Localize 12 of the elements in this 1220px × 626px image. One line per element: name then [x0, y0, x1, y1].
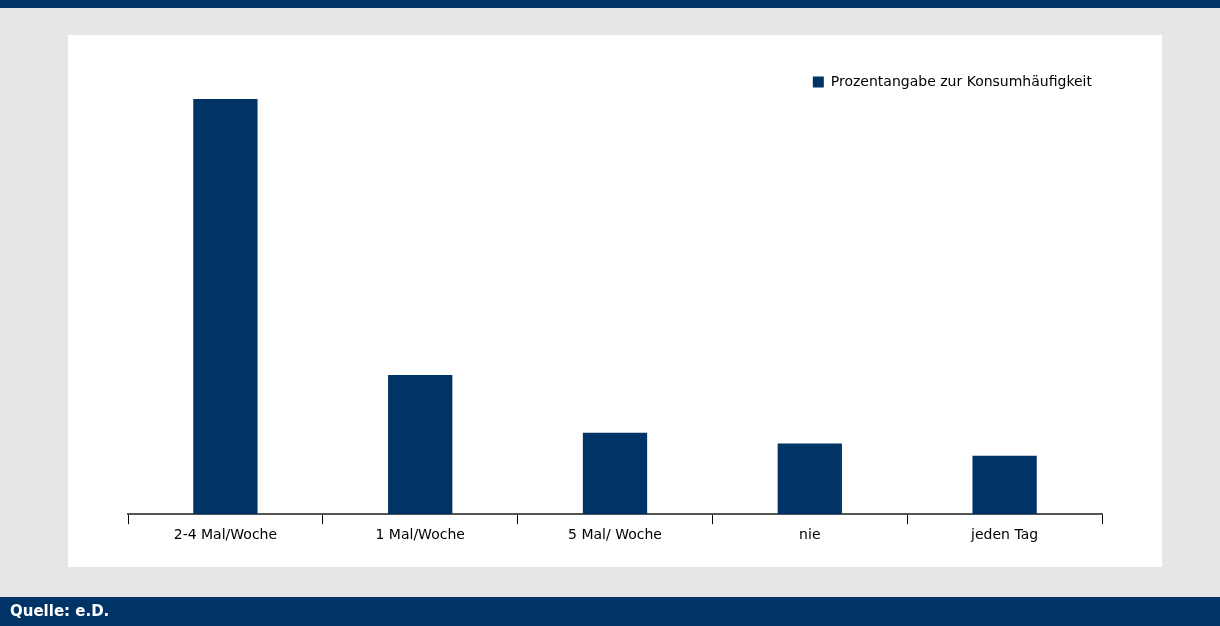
- source-note: Quelle: e.D.: [0, 597, 1220, 626]
- bar: [972, 455, 1037, 515]
- bar: [388, 375, 453, 515]
- x-tick-label: 1 Mal/Woche: [375, 526, 465, 543]
- x-tick-label: nie: [799, 526, 821, 543]
- legend-label: Prozentangabe zur Konsumhäufigkeit: [830, 72, 1093, 89]
- x-tick-label: 2-4 Mal/Woche: [173, 526, 278, 543]
- bar: [193, 99, 258, 515]
- bar: [777, 443, 842, 515]
- bar: [582, 432, 648, 515]
- x-tick-label: jeden Tag: [970, 526, 1039, 543]
- x-tick-label: 5 Mal/ Woche: [568, 526, 662, 543]
